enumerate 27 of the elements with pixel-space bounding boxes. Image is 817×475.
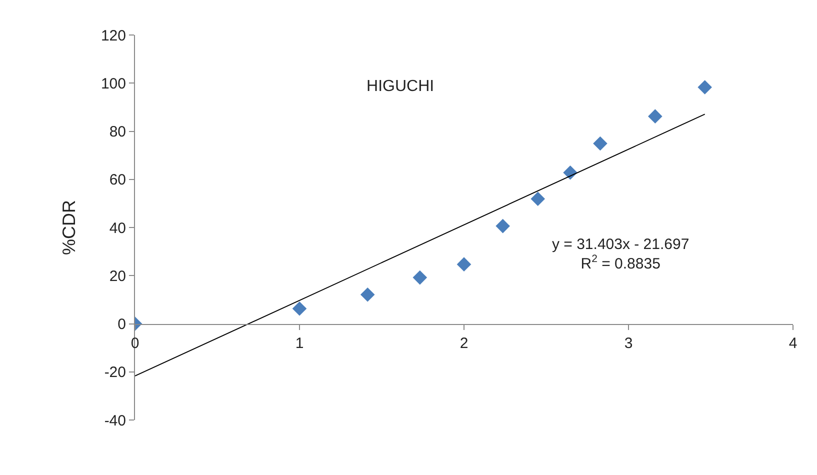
y-tick-label: 120: [100, 27, 126, 44]
x-tick-label: 1: [295, 334, 304, 352]
point: [698, 80, 712, 94]
y-tick-label: 60: [109, 172, 126, 189]
y-tick-label: 40: [109, 220, 126, 237]
annotation: y = 31.403x - 21.697 R$^{2}$ = 0.8835: [552, 236, 690, 272]
text: HIGUCHI: [366, 78, 434, 96]
point: [292, 301, 307, 316]
x-tick-label: 4: [788, 334, 798, 352]
y-tick-label: 0: [118, 316, 126, 333]
x-tick-label: 0: [130, 334, 140, 352]
x-tick-label: 2: [460, 334, 468, 352]
point: [496, 218, 510, 234]
y-tick-label: -20: [104, 364, 126, 382]
y-tick-label: -40: [104, 412, 126, 430]
point: [593, 136, 608, 151]
point: [648, 109, 662, 124]
y-tick-label: 80: [109, 124, 126, 140]
x-tick-label: 3: [624, 334, 633, 352]
point: [530, 192, 546, 206]
point: [563, 165, 578, 180]
y-axis-title: %CDR: [59, 200, 80, 256]
point: [456, 257, 472, 272]
point: [360, 287, 375, 302]
point: [412, 270, 428, 285]
y-tick-label: 20: [109, 268, 126, 285]
y-tick-label: 100: [100, 75, 126, 92]
